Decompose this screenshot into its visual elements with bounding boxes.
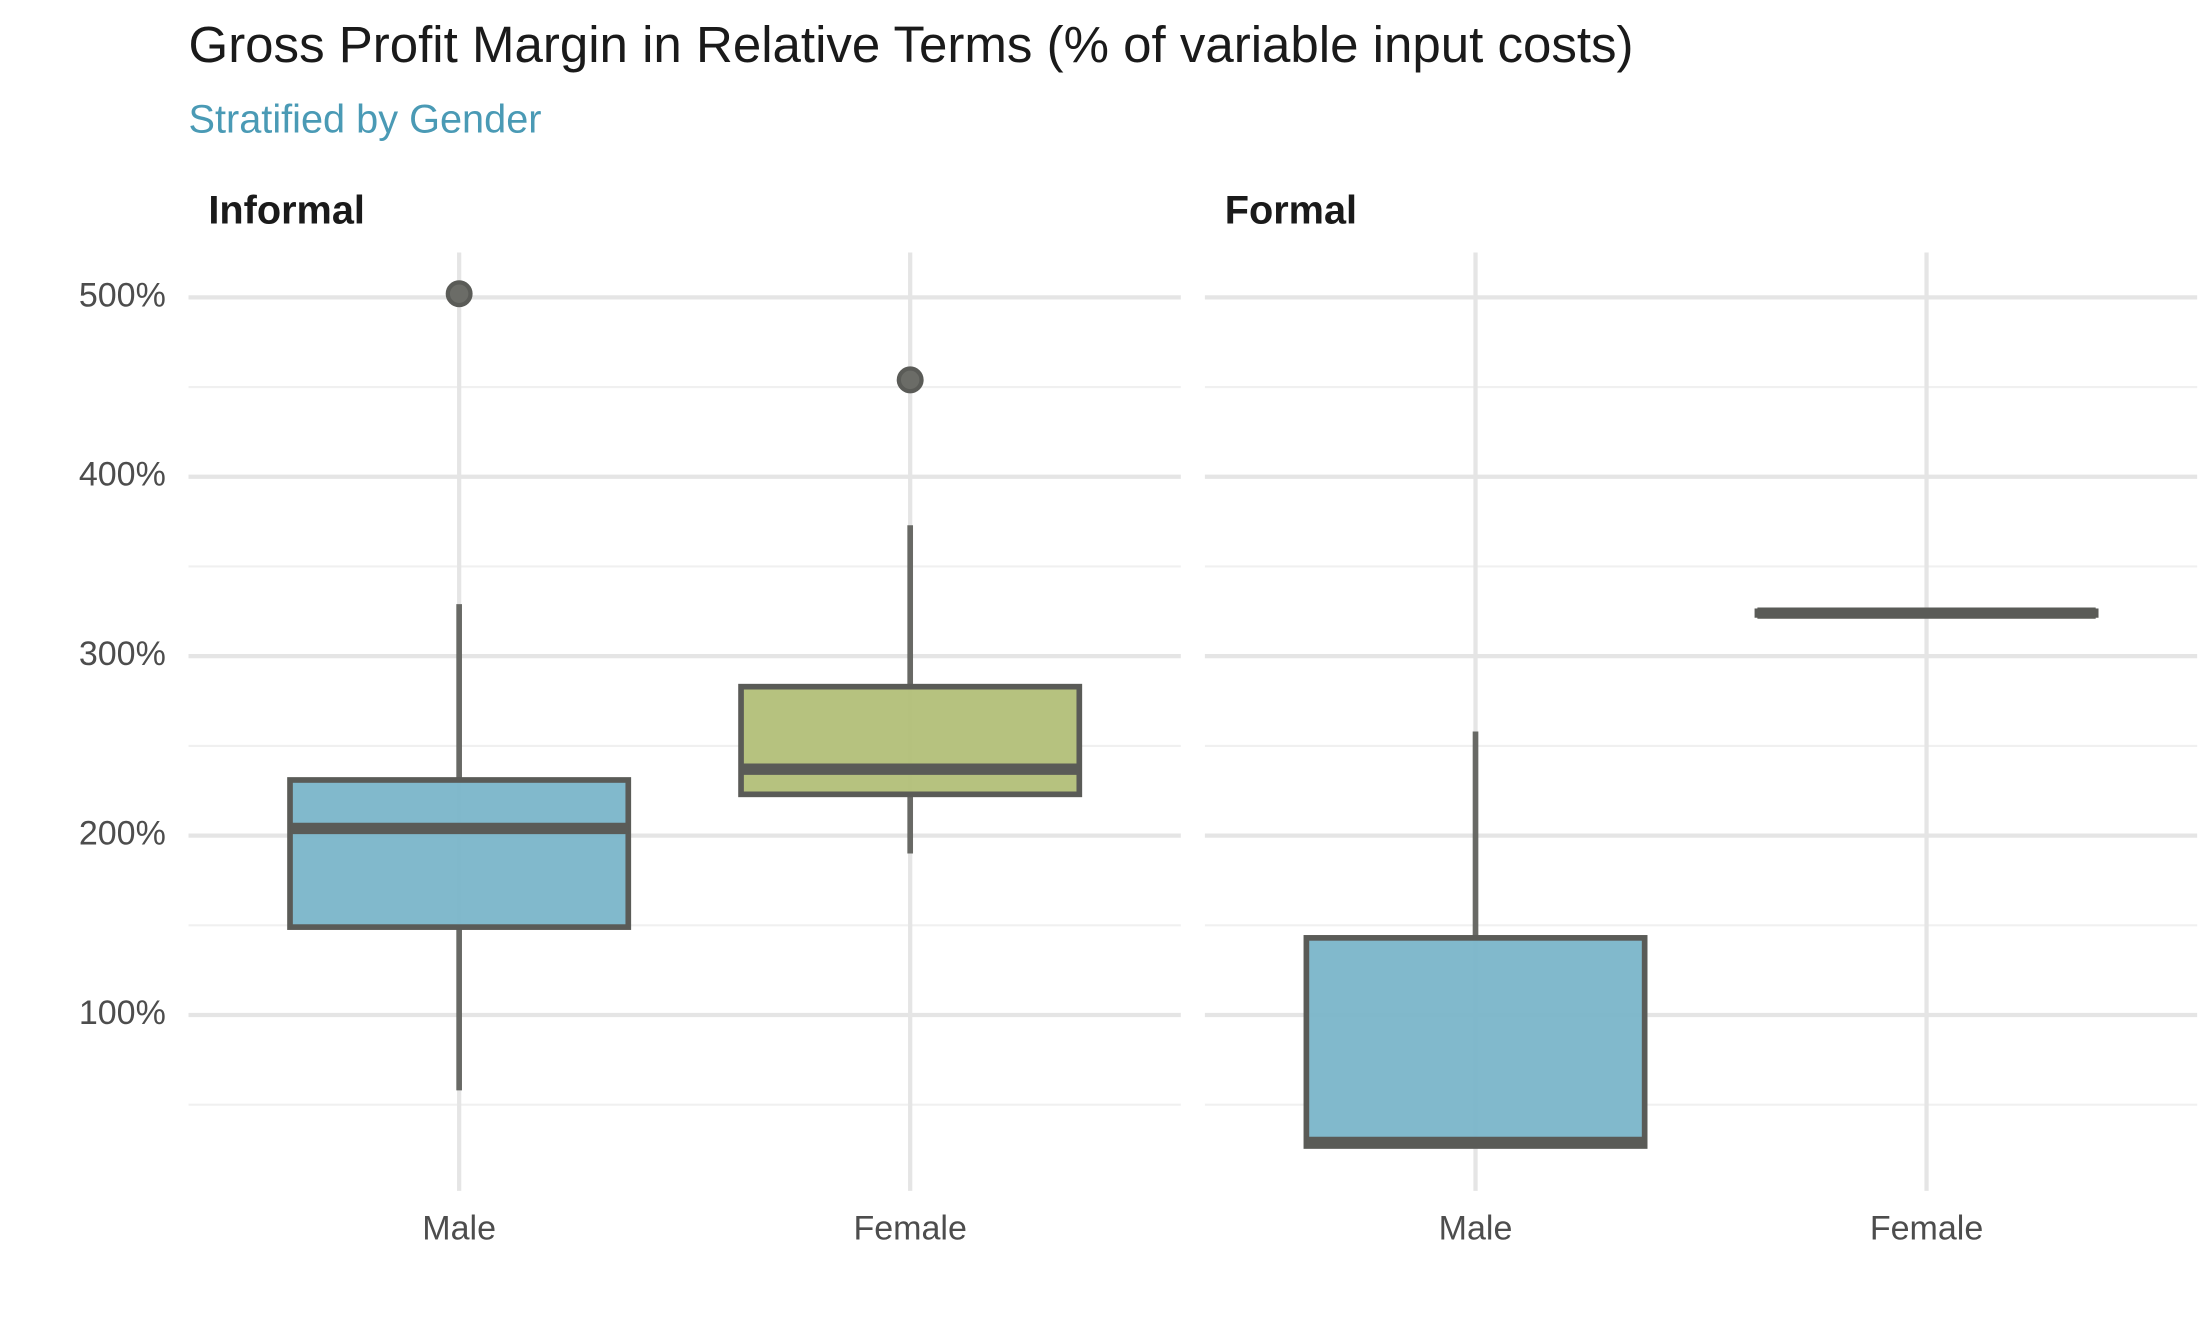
outlier [445,280,473,308]
y-tick-label: 500% [79,276,166,314]
box [1303,935,1648,1149]
box [738,683,1083,798]
outlier [896,366,924,394]
x-tick-label: Female [1870,1210,1983,1248]
y-tick-label: 300% [79,635,166,673]
x-tick-label: Female [853,1210,966,1248]
box [287,777,632,930]
facet-title: Formal [1225,188,1357,232]
x-tick-label: Male [422,1210,496,1248]
facet-title: Informal [208,188,365,232]
y-tick-label: 200% [79,815,166,853]
chart-title: Gross Profit Margin in Relative Terms (%… [189,16,1634,73]
y-tick-label: 400% [79,456,166,494]
y-tick-label: 100% [79,994,166,1032]
x-tick-label: Male [1439,1210,1513,1248]
chart-subtitle: Stratified by Gender [189,98,542,142]
